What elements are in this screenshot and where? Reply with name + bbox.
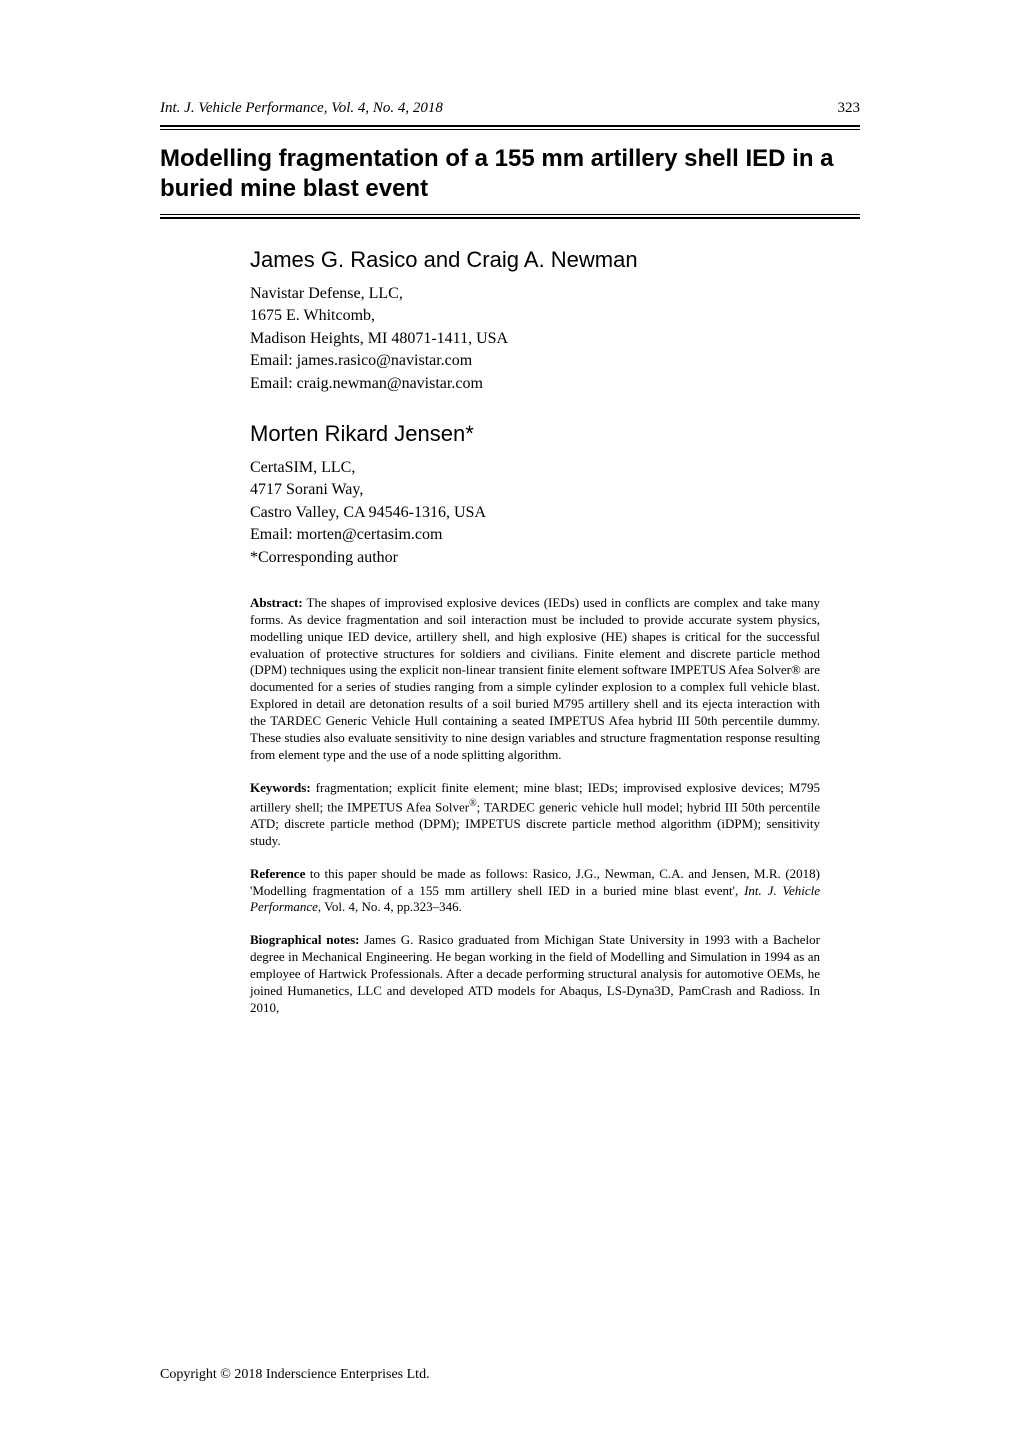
affiliation-line: Email: morten@certasim.com (250, 524, 860, 546)
abstract-label: Abstract: (250, 595, 303, 610)
reference-label: Reference (250, 866, 305, 881)
author-block-2: Morten Rikard Jensen* CertaSIM, LLC, 471… (250, 421, 860, 569)
copyright-notice: Copyright © 2018 Inderscience Enterprise… (160, 1367, 430, 1383)
affiliation-line: Navistar Defense, LLC, (250, 283, 860, 305)
affiliation-line: CertaSIM, LLC, (250, 457, 860, 479)
title-rule-bottom-thin (160, 214, 860, 215)
registered-mark: ® (469, 798, 477, 809)
affiliation-line: Email: james.rasico@navistar.com (250, 350, 860, 372)
affiliation-line: 1675 E. Whitcomb, (250, 305, 860, 327)
page-number: 323 (838, 100, 861, 117)
reference-section: Reference to this paper should be made a… (250, 866, 820, 917)
affiliation-line: Madison Heights, MI 48071-1411, USA (250, 328, 860, 350)
affiliation-line: Email: craig.newman@navistar.com (250, 373, 860, 395)
abstract-section: Abstract: The shapes of improvised explo… (250, 595, 820, 764)
author-name: James G. Rasico and Craig A. Newman (250, 247, 860, 273)
reference-text-pre: to this paper should be made as follows:… (250, 866, 820, 898)
affiliation-line: Castro Valley, CA 94546-1316, USA (250, 502, 860, 524)
keywords-label: Keywords: (250, 780, 311, 795)
title-rule-bottom-thick (160, 217, 860, 219)
affiliation-line: *Corresponding author (250, 547, 860, 569)
title-rule-top-thick (160, 125, 860, 127)
abstract-text: The shapes of improvised explosive devic… (250, 595, 820, 762)
affiliation-line: 4717 Sorani Way, (250, 479, 860, 501)
author-name: Morten Rikard Jensen* (250, 421, 860, 447)
title-rule-top-thin (160, 129, 860, 130)
journal-header: Int. J. Vehicle Performance, Vol. 4, No.… (160, 100, 860, 117)
author-block-1: James G. Rasico and Craig A. Newman Navi… (250, 247, 860, 395)
bio-label: Biographical notes: (250, 932, 359, 947)
reference-text-post: , Vol. 4, No. 4, pp.323–346. (318, 899, 462, 914)
bio-section: Biographical notes: James G. Rasico grad… (250, 932, 820, 1016)
paper-title: Modelling fragmentation of a 155 mm arti… (160, 144, 860, 204)
keywords-section: Keywords: fragmentation; explicit finite… (250, 780, 820, 850)
